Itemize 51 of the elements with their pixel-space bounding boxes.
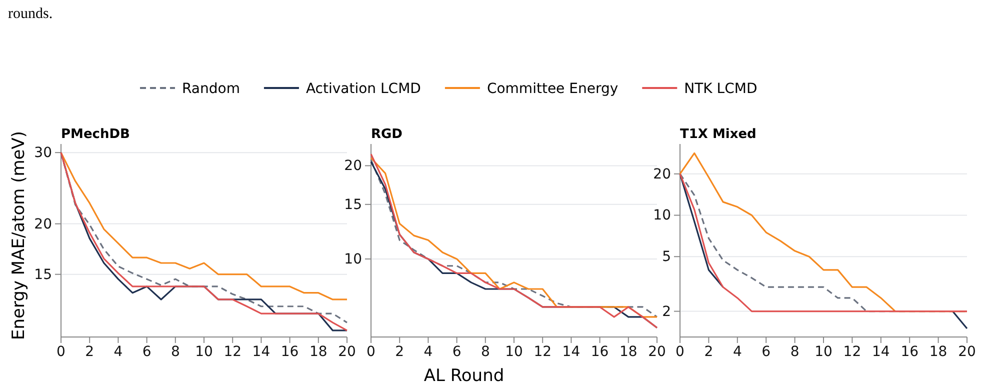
- x-tick-label: 4: [732, 344, 742, 360]
- y-tick-label: 20: [34, 216, 52, 232]
- chart-title: PMechDB: [61, 127, 130, 142]
- x-tick-label: 0: [56, 344, 66, 360]
- y-tick-label: 10: [344, 251, 362, 268]
- x-tick-label: 18: [619, 344, 638, 360]
- x-tick-label: 4: [424, 344, 433, 360]
- x-tick-label: 16: [590, 344, 609, 360]
- x-tick-label: 16: [900, 344, 919, 360]
- x-tick-label: 14: [872, 344, 890, 360]
- legend-label: NTK LCMD: [684, 81, 758, 97]
- x-tick-label: 8: [480, 344, 490, 360]
- y-axis-title: Energy MAE/atom (meV): [9, 130, 29, 340]
- x-axis-title: AL Round: [424, 366, 504, 386]
- x-tick-label: 6: [142, 344, 152, 360]
- x-tick-label: 20: [958, 344, 976, 360]
- x-tick-label: 4: [114, 344, 123, 360]
- x-tick-label: 18: [309, 344, 328, 360]
- y-tick-label: 20: [653, 166, 671, 182]
- x-tick-label: 10: [814, 344, 832, 360]
- chart-title: RGD: [371, 127, 403, 142]
- y-tick-label: 30: [34, 145, 52, 162]
- legend-label: Random: [182, 81, 240, 97]
- y-tick-label: 2: [662, 304, 671, 320]
- text: rounds.: [8, 6, 53, 22]
- legend-label: Activation LCMD: [306, 81, 421, 97]
- x-tick-label: 10: [195, 344, 213, 360]
- x-tick-label: 2: [395, 344, 404, 360]
- x-tick-label: 16: [280, 344, 299, 360]
- x-tick-label: 12: [843, 344, 862, 360]
- chart-title: T1X Mixed: [680, 127, 756, 142]
- x-tick-label: 2: [85, 344, 94, 360]
- x-tick-label: 0: [676, 344, 684, 360]
- y-tick-label: 15: [344, 196, 362, 213]
- x-tick-label: 2: [704, 344, 714, 360]
- x-tick-label: 10: [505, 344, 523, 360]
- y-tick-label: 10: [653, 208, 671, 224]
- x-tick-label: 6: [452, 344, 462, 360]
- x-tick-label: 0: [366, 344, 376, 360]
- x-tick-label: 6: [762, 344, 771, 360]
- x-tick-label: 12: [534, 344, 552, 360]
- x-tick-label: 12: [224, 344, 242, 360]
- x-tick-label: 14: [562, 344, 580, 360]
- y-tick-label: 5: [662, 249, 671, 266]
- x-tick-label: 14: [252, 344, 270, 360]
- y-tick-label: 20: [344, 158, 362, 174]
- x-tick-label: 8: [790, 344, 800, 360]
- y-tick-label: 15: [34, 266, 52, 283]
- x-tick-label: 18: [929, 344, 948, 360]
- legend-label: Committee Energy: [486, 81, 618, 97]
- x-tick-label: 8: [170, 344, 180, 360]
